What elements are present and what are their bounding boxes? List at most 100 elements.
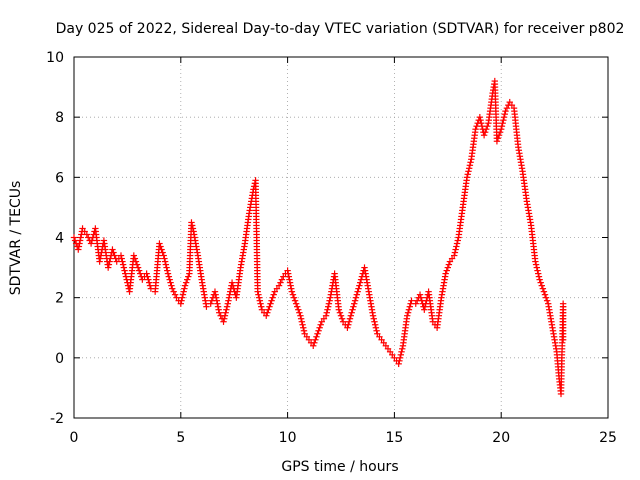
data-point-fill: [119, 261, 127, 268]
data-point-fill: [215, 306, 222, 313]
y-tick-label: 4: [55, 231, 64, 247]
data-point-fill: [535, 270, 542, 277]
data-point-fill: [311, 339, 318, 346]
data-point-fill: [137, 270, 144, 277]
data-point-fill: [445, 261, 453, 268]
data-point-fill: [346, 315, 354, 322]
data-point-fill: [273, 285, 281, 292]
data-point-fill: [373, 327, 380, 334]
data-point-fill: [477, 116, 484, 124]
data-point-fill: [264, 309, 271, 316]
data-point-fill: [478, 122, 486, 130]
data-point-fill: [212, 294, 220, 301]
data-point-fill: [553, 345, 560, 353]
data-point-fill: [398, 348, 405, 356]
data-point-fill: [202, 300, 210, 307]
data-point-fill: [350, 303, 357, 310]
x-axis-ticks: 0 5 10 15 20 25: [70, 57, 617, 446]
data-point: [75, 246, 82, 253]
data-point-fill: [266, 303, 273, 310]
data-point-fill: [255, 294, 263, 301]
data-point-fill: [355, 285, 362, 292]
data-point-fill: [316, 324, 323, 331]
data-point: [540, 288, 548, 295]
data-point: [297, 312, 304, 319]
data-point-fill: [500, 113, 508, 121]
data-point: [288, 288, 296, 295]
data-point-fill: [345, 321, 352, 328]
data-point-fill: [453, 240, 461, 247]
data-point-fill: [539, 285, 547, 292]
data-point-fill: [338, 315, 346, 322]
data-point-fill: [194, 249, 201, 256]
data-point-fill: [157, 243, 164, 250]
data-point-fill: [466, 162, 474, 169]
data-point-fill: [105, 261, 113, 268]
data-point-fill: [161, 258, 169, 265]
data-point-fill: [371, 321, 379, 328]
data-point-fill: [312, 336, 319, 343]
data-point-fill: [464, 171, 471, 178]
data-point-fill: [541, 291, 549, 298]
data-point-fill: [349, 306, 356, 313]
data-point-fill: [288, 285, 295, 292]
data-point-fill: [324, 306, 331, 313]
data-point-fill: [118, 255, 125, 262]
data-point-fill: [404, 309, 412, 316]
data-point-fill: [452, 246, 459, 253]
data-point: [220, 318, 227, 325]
data-point-fill: [325, 300, 333, 307]
data-point-fill: [245, 213, 252, 220]
data-point-fill: [184, 276, 191, 283]
data-point-fill: [356, 282, 363, 289]
y-tick-label: 0: [55, 351, 64, 367]
data-point-fill: [110, 249, 117, 256]
data-point-fill: [268, 297, 275, 304]
data-point-fill: [324, 303, 332, 310]
data-point-fill: [212, 291, 219, 298]
data-point-fill: [537, 279, 544, 286]
data-point-fill: [496, 129, 504, 136]
data-point-fill: [533, 264, 540, 271]
data-point-fill: [527, 219, 534, 226]
data-point: [87, 240, 95, 247]
data-point-fill: [484, 122, 491, 130]
data-point: [421, 306, 428, 313]
data-point: [314, 330, 321, 337]
data-point-fill: [481, 129, 489, 136]
data-point-fill: [300, 324, 307, 331]
data-point-fill: [337, 312, 345, 319]
data-point-fill: [285, 273, 293, 280]
data-point-fill: [397, 351, 405, 359]
data-point-fill: [107, 255, 114, 262]
data-point-fill: [76, 237, 84, 244]
data-point: [267, 300, 274, 307]
data-point-fill: [370, 315, 377, 322]
data-point-fill: [265, 306, 272, 313]
data-point: [134, 264, 142, 271]
data-point-fill: [221, 315, 228, 322]
data-point: [181, 282, 189, 289]
data-point-fill: [181, 285, 188, 292]
data-point-fill: [508, 101, 516, 109]
data-point-fill: [369, 309, 376, 316]
data-point: [352, 294, 360, 301]
data-point-fill: [347, 312, 355, 319]
data-point-fill: [97, 255, 104, 262]
data-point-fill: [132, 258, 140, 265]
data-point-fill: [371, 318, 378, 325]
data-point-fill: [441, 273, 449, 280]
data-point-fill: [351, 300, 358, 307]
data-point-fill: [518, 165, 526, 172]
data-point-fill: [317, 321, 324, 328]
data-point-fill: [300, 327, 308, 334]
data-point-fill: [270, 291, 277, 298]
data-point-fill: [459, 207, 466, 214]
data-point-fill: [323, 309, 330, 316]
data-point-fill: [465, 168, 472, 175]
data-point: [502, 107, 509, 115]
data-point-fill: [421, 303, 429, 310]
data-point-fill: [303, 333, 311, 340]
data-point-fill: [223, 306, 230, 313]
data-point-fill: [499, 119, 506, 127]
